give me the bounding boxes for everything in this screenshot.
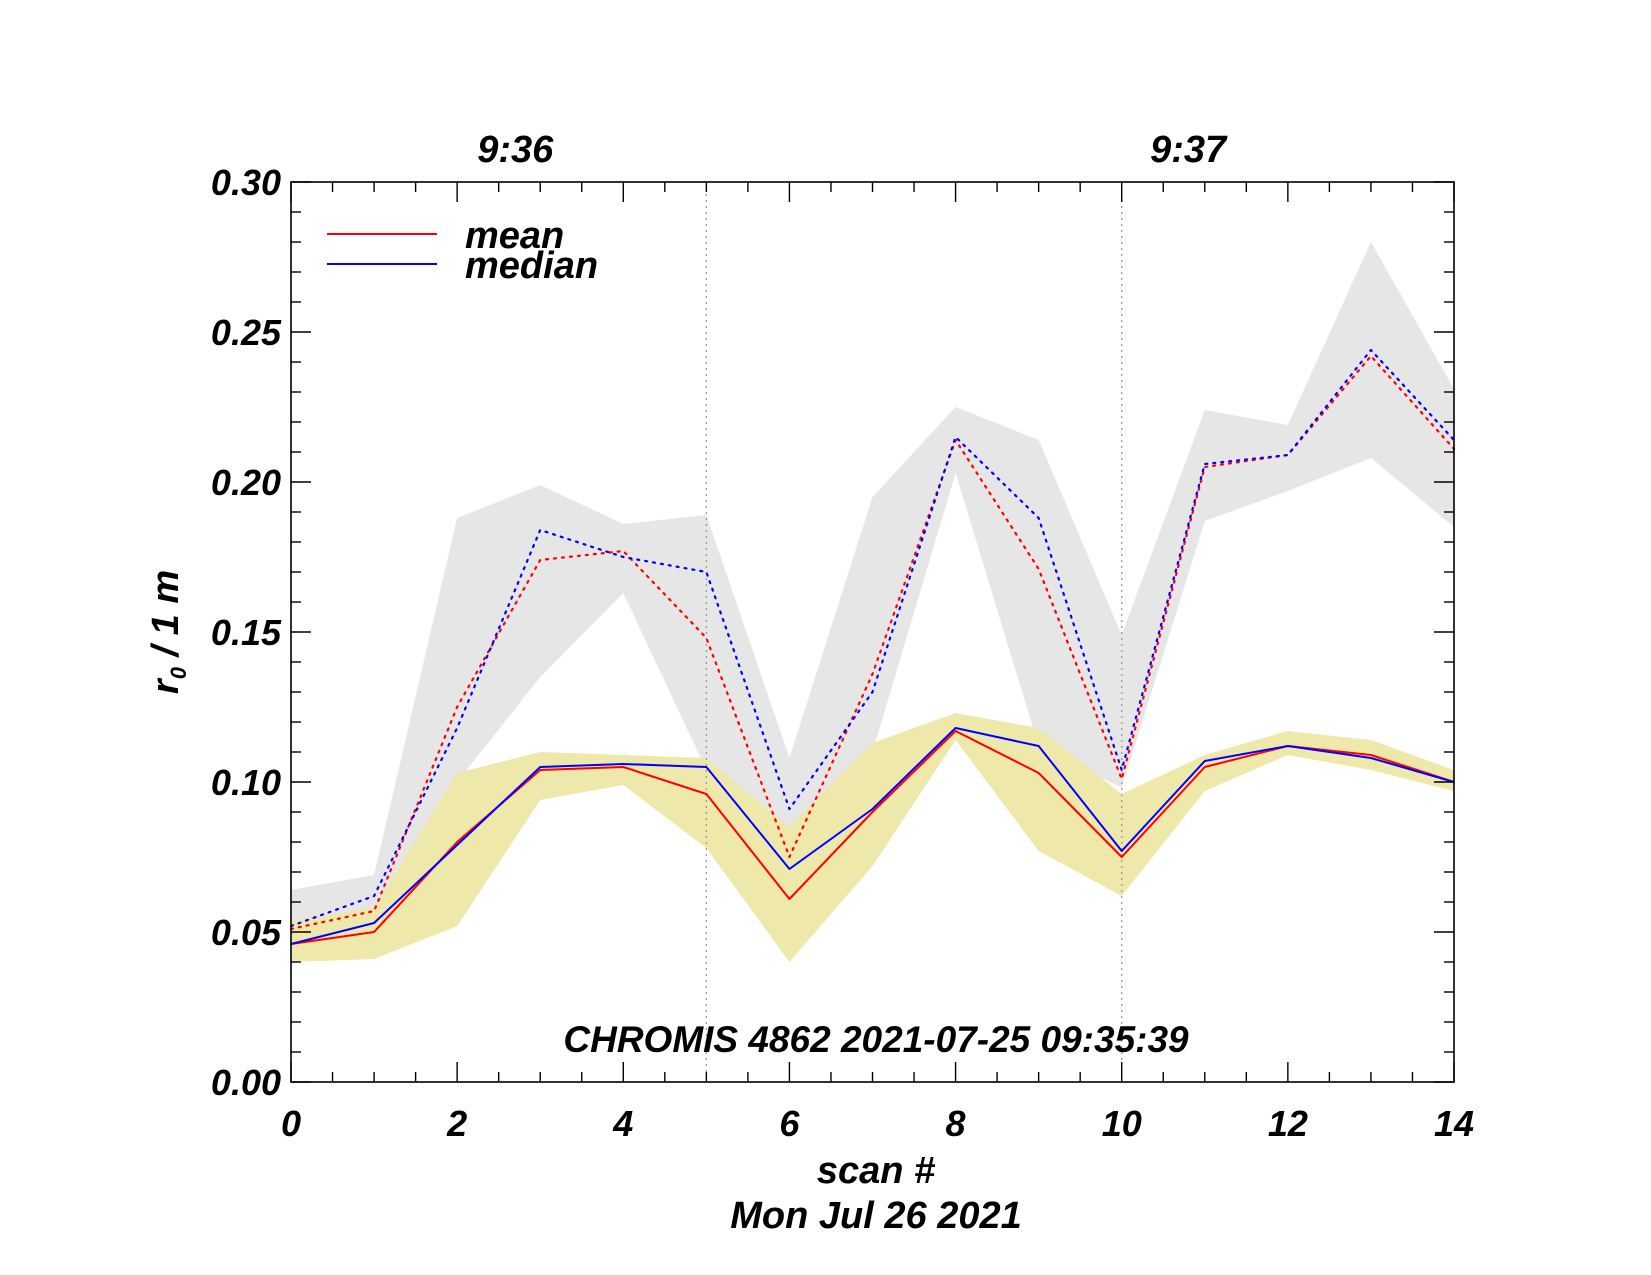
y-tick-label-0.00: 0.00 bbox=[211, 1062, 281, 1103]
y-tick-label-0.20: 0.20 bbox=[211, 462, 281, 503]
range-bands bbox=[291, 242, 1454, 962]
y-tick-label-0.10: 0.10 bbox=[211, 762, 281, 803]
time-marker-label-1: 9:37 bbox=[1150, 129, 1228, 171]
y-axis-title-rest: / 1 m bbox=[145, 570, 187, 667]
chart-annotation: CHROMIS 4862 2021-07-25 09:35:39 bbox=[563, 1019, 1189, 1060]
series-lines bbox=[289, 348, 1456, 945]
axes bbox=[290, 181, 1455, 1083]
x-tick-label-10: 10 bbox=[1102, 1103, 1142, 1144]
x-tick-label-6: 6 bbox=[779, 1103, 800, 1144]
x-tick-label-8: 8 bbox=[946, 1103, 966, 1144]
band-dotted-range bbox=[291, 242, 1454, 944]
legend: mean median bbox=[327, 215, 598, 287]
y-tick-label-0.15: 0.15 bbox=[211, 612, 282, 653]
tick-labels: 0 2 4 6 8 10 12 14 0.00 0.05 0.10 0.15 0.20 0.25 0.30 bbox=[211, 162, 1474, 1144]
time-marker-labels: 9:36 9:37 bbox=[477, 129, 1228, 171]
date-label: Mon Jul 26 2021 bbox=[730, 1195, 1021, 1237]
y-axis-title-sub: 0 bbox=[166, 666, 191, 679]
line-median-dotted bbox=[289, 348, 1456, 928]
line-mean-dotted bbox=[289, 354, 1456, 931]
legend-median-label: median bbox=[465, 245, 598, 287]
x-tick-label-4: 4 bbox=[612, 1103, 633, 1144]
x-tick-label-2: 2 bbox=[446, 1103, 467, 1144]
legend-mean-label: mean bbox=[465, 215, 564, 257]
y-axis-title: r0 / 1 m bbox=[145, 570, 191, 694]
y-tick-label-0.25: 0.25 bbox=[211, 312, 282, 353]
y-tick-label-0.30: 0.30 bbox=[211, 162, 281, 203]
line-median bbox=[290, 727, 1455, 945]
y-axis-title-r: r bbox=[145, 677, 187, 694]
x-tick-label-0: 0 bbox=[281, 1103, 301, 1144]
x-tick-label-14: 14 bbox=[1434, 1103, 1474, 1144]
time-marker-label-0: 9:36 bbox=[477, 129, 554, 171]
x-tick-label-12: 12 bbox=[1268, 1103, 1308, 1144]
band-solid-range bbox=[291, 713, 1454, 962]
x-axis-title: scan # bbox=[817, 1150, 936, 1192]
time-marker-lines bbox=[705, 182, 1123, 1082]
y-tick-label-0.05: 0.05 bbox=[211, 912, 282, 953]
